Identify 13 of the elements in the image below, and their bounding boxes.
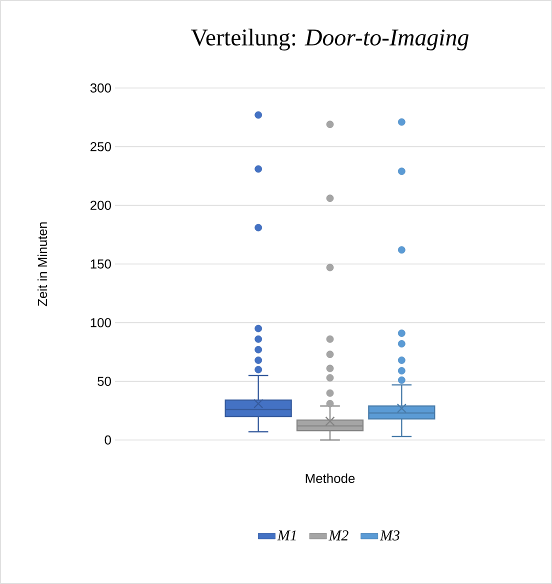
legend-label: M3 (380, 530, 400, 540)
y-tick-label: 300 (90, 83, 111, 93)
y-tick-label: 200 (90, 200, 111, 210)
y-axis-title: Zeit in Minuten (38, 222, 48, 306)
y-tick-label: 50 (98, 376, 111, 386)
x-axis-title: Methode (306, 474, 355, 484)
y-tick-label: 150 (90, 259, 111, 269)
y-tick-label: 100 (90, 318, 111, 328)
y-tick-label: 250 (90, 142, 111, 152)
chart-title: Verteilung: Door-to-Imaging (191, 28, 469, 50)
legend-label: M1 (277, 530, 296, 540)
legend-label: M2 (328, 530, 348, 540)
y-tick-label: 0 (104, 435, 111, 445)
